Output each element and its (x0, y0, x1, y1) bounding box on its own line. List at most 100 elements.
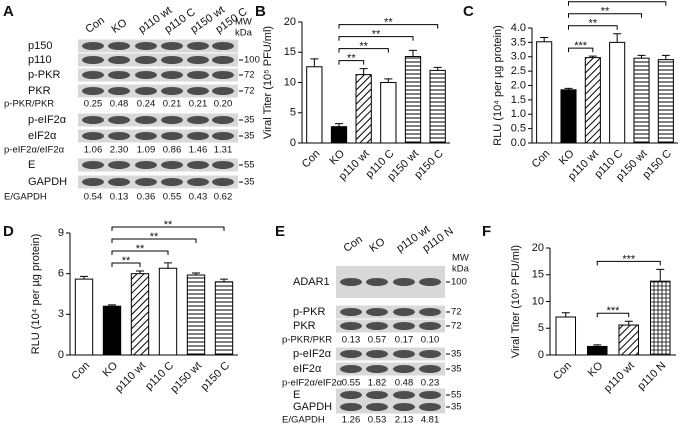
significance-label: ** (136, 243, 145, 255)
significance-bracket (568, 13, 642, 18)
panel-label: B (255, 3, 266, 20)
x-tick-label: p150 C (199, 360, 233, 394)
ratio-label: p-eIF2α/eIF2α (4, 145, 65, 156)
mw-value: 100 (244, 55, 260, 66)
ratio-value: 0.13 (342, 335, 361, 346)
band (212, 87, 234, 95)
bar (584, 57, 601, 144)
x-tick-label: Con (69, 360, 92, 383)
y-tick-label: 3.0 (511, 51, 526, 63)
mw-value: 72 (451, 321, 462, 332)
band (135, 178, 157, 186)
y-axis-label: Viral Titer (10⁵ PFU/ml) (510, 245, 522, 358)
band (161, 161, 183, 169)
error-bar (409, 49, 417, 57)
protein-label: ADAR1 (293, 276, 330, 288)
error-bar (220, 278, 228, 282)
error-bar (656, 268, 665, 282)
bar (633, 57, 650, 144)
y-axis-label: RLU (10⁴ per µg protein) (492, 25, 504, 146)
protein-label: E (28, 159, 35, 171)
x-tick-label: Con (300, 148, 323, 171)
mw-value: 35 (451, 349, 462, 360)
band (212, 56, 234, 64)
significance-bracket (111, 226, 225, 231)
x-tick-label: Con (530, 148, 553, 171)
y-tick-label: 15 (284, 46, 296, 58)
band (161, 132, 183, 140)
y-tick-label: 10 (284, 76, 296, 88)
band (135, 87, 157, 95)
y-tick-label: 0.0 (511, 137, 526, 149)
band (212, 42, 234, 50)
error-bar (192, 272, 200, 276)
ratio-label: p-PKR/PKR (4, 99, 54, 110)
y-tick-label: 9 (58, 227, 64, 239)
band (82, 132, 104, 140)
y-tick-label: 0.5 (511, 123, 526, 135)
error-bar (564, 87, 573, 90)
ratio-value: 0.23 (421, 378, 440, 389)
mw-value: 72 (451, 307, 462, 318)
significance-bracket (338, 48, 389, 53)
ratio-value: 0.55 (163, 192, 182, 203)
ratio-value: 0.10 (421, 335, 440, 346)
band (212, 178, 234, 186)
error-bar (593, 344, 602, 347)
blot-strip (336, 388, 445, 402)
significance-label: ** (372, 28, 381, 40)
blot-strip (336, 305, 445, 319)
band (187, 56, 209, 64)
error-bar (310, 58, 319, 67)
y-tick-label: 15 (532, 269, 544, 281)
y-tick-label: 6 (58, 268, 64, 280)
band (393, 391, 415, 399)
protein-label: GAPDH (293, 401, 332, 413)
band (135, 132, 157, 140)
y-tick-label: 20 (532, 242, 544, 254)
band (82, 56, 104, 64)
ratio-value: 1.31 (214, 145, 233, 156)
band (419, 403, 441, 411)
protein-label: p-PKR (28, 69, 60, 81)
significance-label: ** (122, 255, 131, 267)
significance-bracket (338, 24, 439, 29)
significance-bracket (596, 312, 630, 318)
band (108, 161, 130, 169)
band (340, 322, 362, 330)
band (187, 116, 209, 124)
band (366, 278, 388, 286)
blot-strip (336, 319, 445, 333)
ratio-value: 0.48 (395, 378, 414, 389)
bar (380, 82, 397, 144)
band (108, 132, 130, 140)
mw-value: 35 (244, 131, 255, 142)
band (393, 308, 415, 316)
band (340, 278, 362, 286)
error-bar (624, 320, 633, 326)
band (108, 71, 130, 79)
band (366, 403, 388, 411)
error-bar (433, 66, 442, 71)
ratio-value: 1.06 (84, 145, 103, 156)
ratio-value: 4.81 (421, 415, 440, 425)
band (393, 278, 415, 286)
band (419, 350, 441, 358)
band (419, 278, 441, 286)
band (161, 56, 183, 64)
bar (130, 273, 150, 356)
panel-label: A (3, 3, 14, 20)
x-tick-label: Con (551, 360, 574, 383)
band (212, 132, 234, 140)
x-tick-label: KO (327, 147, 347, 167)
y-tick-label: 5 (538, 322, 544, 334)
significance-label: *** (607, 305, 621, 317)
y-tick-label: 5 (290, 107, 296, 119)
band (82, 161, 104, 169)
bar (649, 280, 671, 356)
protein-label: p-eIF2α (28, 114, 67, 126)
error-bar (613, 33, 622, 43)
ratio-value: 0.86 (163, 145, 182, 156)
mw-value: 72 (244, 70, 255, 81)
band (187, 42, 209, 50)
